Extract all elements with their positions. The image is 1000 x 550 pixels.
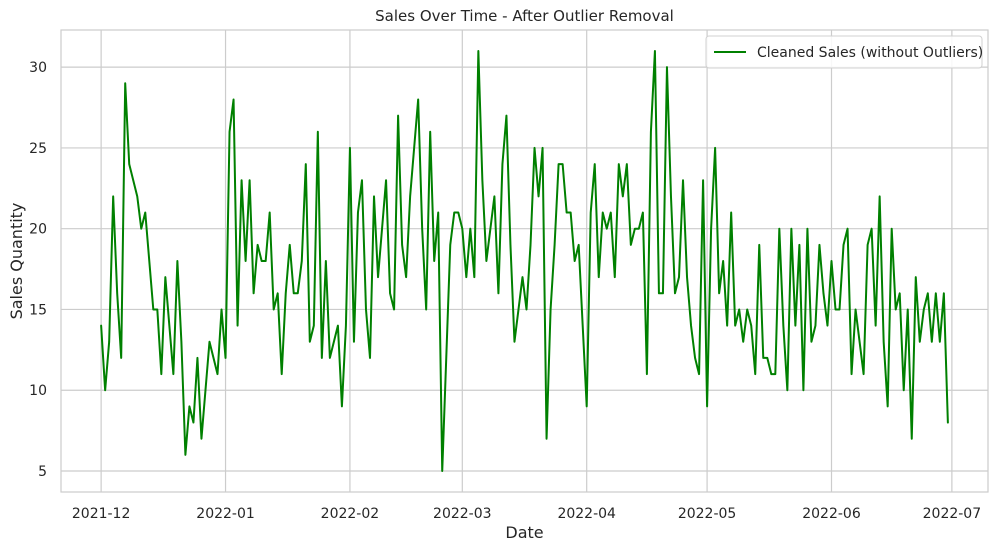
x-tick-label: 2022-06	[802, 506, 861, 522]
x-axis-ticks: 2021-12 2022-01 2022-02 2022-03 2022-04 2022-…	[72, 506, 981, 522]
y-tick-label: 5	[38, 464, 47, 480]
legend: Cleaned Sales (without Outliers)	[705, 35, 983, 69]
legend-box	[705, 35, 983, 69]
series-line-cleaned-sales	[100, 50, 949, 472]
chart-title: Sales Over Time - After Outlier Removal	[375, 7, 674, 25]
y-tick-label: 10	[29, 383, 47, 399]
x-tick-label: 2022-02	[321, 506, 380, 522]
x-tick-label: 2022-03	[433, 506, 492, 522]
y-tick-label: 20	[29, 222, 47, 238]
grid-lines	[61, 30, 988, 492]
legend-label: Cleaned Sales (without Outliers)	[757, 45, 983, 61]
series-lines	[100, 50, 949, 472]
y-tick-label: 25	[29, 141, 47, 157]
y-tick-label: 15	[29, 302, 47, 318]
y-axis-ticks: 5 10 15 20 25 30	[29, 60, 47, 480]
x-tick-label: 2022-01	[196, 506, 255, 522]
y-tick-label: 30	[29, 60, 47, 76]
x-tick-label: 2022-07	[923, 506, 982, 522]
x-tick-label: 2021-12	[72, 506, 131, 522]
x-tick-label: 2022-05	[678, 506, 737, 522]
x-axis-label: Date	[505, 523, 543, 542]
x-tick-label: 2022-04	[557, 506, 616, 522]
plot-frame	[60, 29, 989, 493]
y-axis-label: Sales Quantity	[7, 203, 26, 320]
